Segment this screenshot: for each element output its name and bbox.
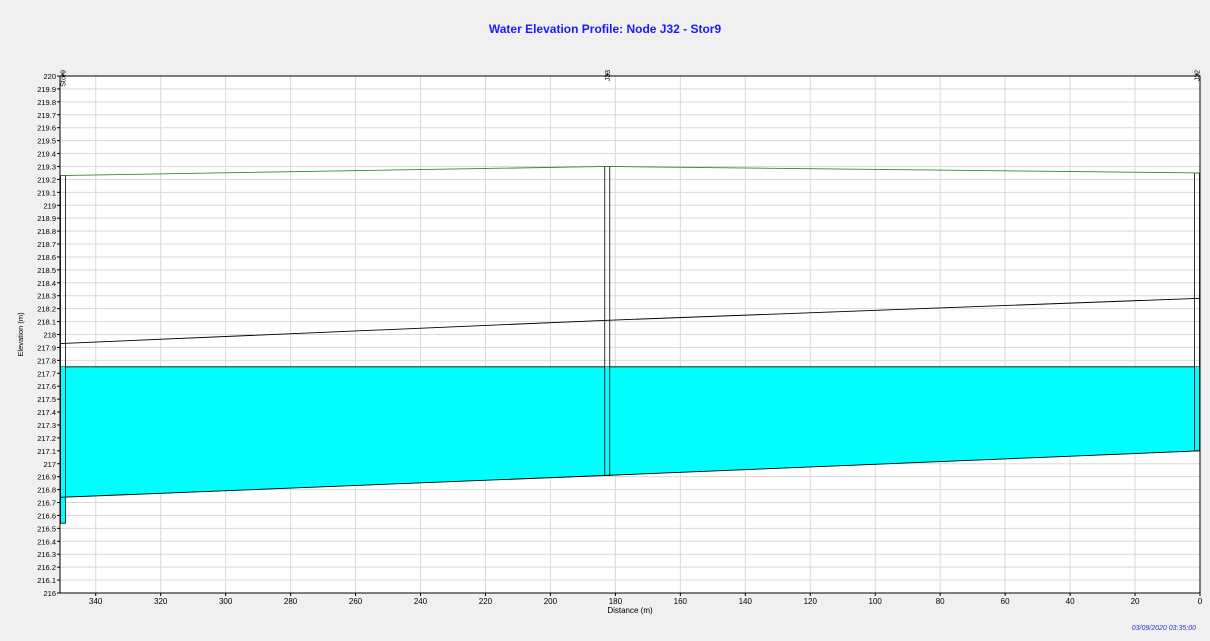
- plot-frame: [59, 75, 1201, 594]
- y-tick-label: 218.1: [37, 318, 56, 327]
- conduit-crown-line: [59, 297, 1201, 344]
- water-area: [60, 366, 1200, 498]
- y-tick-label: 219.8: [37, 98, 56, 107]
- y-tick-label: 217.4: [37, 408, 56, 417]
- y-tick-label: 216.9: [37, 473, 56, 482]
- y-tick-label: 217.8: [37, 356, 56, 365]
- node-water: [604, 366, 610, 476]
- node-water: [60, 366, 66, 524]
- x-tick-label: 100: [869, 597, 883, 606]
- y-tick-label: 216: [43, 589, 56, 598]
- x-tick-label: 260: [349, 597, 363, 606]
- node-label: J32: [1195, 70, 1202, 81]
- y-tick-label: 219.7: [37, 111, 56, 120]
- node-label: J33: [605, 70, 612, 81]
- y-tick-label: 218.3: [37, 292, 56, 301]
- x-tick-label: 340: [89, 597, 103, 606]
- x-tick-label: 320: [154, 597, 168, 606]
- y-tick-label: 219.4: [37, 150, 56, 159]
- x-tick-label: 60: [1001, 597, 1010, 606]
- y-tick-label: 216.7: [37, 499, 56, 508]
- x-tick-label: 40: [1066, 597, 1075, 606]
- y-tick-label: 217.6: [37, 382, 56, 391]
- x-tick-label: 240: [414, 597, 428, 606]
- y-tick-label: 216.5: [37, 524, 56, 533]
- y-tick-label: 218.9: [37, 214, 56, 223]
- y-tick-label: 219: [43, 201, 56, 210]
- x-tick-label: 200: [544, 597, 558, 606]
- y-tick-label: 216.8: [37, 486, 56, 495]
- y-tick-label: 219.9: [37, 85, 56, 94]
- y-tick-label: 217: [43, 460, 56, 469]
- y-tick-label: 217.1: [37, 447, 56, 456]
- y-tick-label: 219.3: [37, 162, 56, 171]
- y-axis-title: Elevation (m): [16, 312, 25, 357]
- x-tick-label: 20: [1131, 597, 1140, 606]
- timestamp: 03/09/2020 03:35:00: [1131, 625, 1196, 632]
- y-tick-label: 218.4: [37, 279, 56, 288]
- x-tick-label: 120: [804, 597, 818, 606]
- x-tick-label: 140: [739, 597, 753, 606]
- node-label: Stor9: [61, 70, 68, 87]
- y-tick-label: 218.7: [37, 240, 56, 249]
- x-tick-label: 220: [479, 597, 493, 606]
- y-tick-label: 217.3: [37, 421, 56, 430]
- y-tick-label: 218.8: [37, 227, 56, 236]
- y-tick-label: 219.6: [37, 124, 56, 133]
- y-tick-label: 217.5: [37, 395, 56, 404]
- y-tick-label: 218: [43, 331, 56, 340]
- y-tick-label: 216.2: [37, 563, 56, 572]
- y-tick-label: 216.1: [37, 576, 56, 585]
- y-tick-label: 219.5: [37, 137, 56, 146]
- y-tick-label: 218.2: [37, 305, 56, 314]
- x-tick-label: 80: [936, 597, 945, 606]
- y-tick-label: 216.4: [37, 537, 56, 546]
- y-tick-label: 216.6: [37, 511, 56, 520]
- x-tick-label: 280: [284, 597, 298, 606]
- y-tick-label: 217.7: [37, 369, 56, 378]
- y-tick-label: 218.6: [37, 253, 56, 262]
- x-tick-label: 0: [1198, 597, 1203, 606]
- y-tick-label: 220: [43, 72, 56, 81]
- y-tick-label: 216.3: [37, 550, 56, 559]
- y-tick-label: 219.1: [37, 188, 56, 197]
- chart-title: Water Elevation Profile: Node J32 - Stor…: [488, 22, 722, 36]
- y-tick-label: 219.2: [37, 175, 56, 184]
- x-tick-label: 160: [674, 597, 688, 606]
- y-tick-label: 217.9: [37, 343, 56, 352]
- ground-line: [59, 166, 1201, 176]
- x-tick-label: 180: [609, 597, 623, 606]
- node-water: [1194, 366, 1200, 451]
- conduit-invert-line: [59, 450, 1201, 498]
- x-axis-title: Distance (m): [607, 606, 653, 615]
- x-tick-label: 300: [219, 597, 233, 606]
- y-tick-label: 217.2: [37, 434, 56, 443]
- y-tick-label: 218.5: [37, 266, 56, 275]
